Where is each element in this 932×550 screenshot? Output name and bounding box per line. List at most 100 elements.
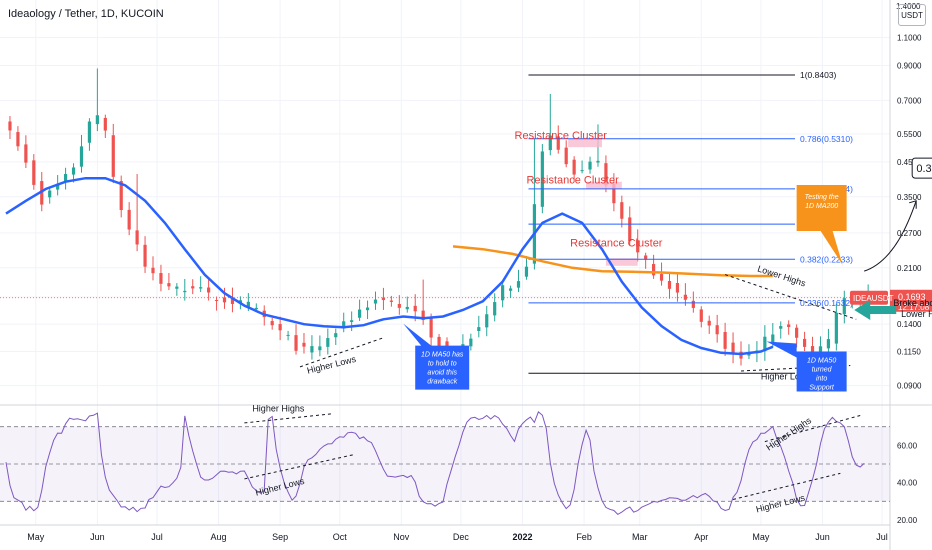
candle xyxy=(230,287,235,313)
candle-body xyxy=(56,183,60,190)
candle-body xyxy=(222,297,227,303)
candle xyxy=(540,144,544,214)
target-box xyxy=(911,157,932,179)
fib-label: 0.382(0.2233) xyxy=(800,254,853,264)
rsi-line xyxy=(5,411,865,516)
candle-body xyxy=(572,159,576,175)
projection-arrow xyxy=(864,200,917,272)
candle-body xyxy=(699,309,703,322)
candle-body xyxy=(683,294,687,300)
chart-title: Ideaology / Tether, 1D, KUCOIN xyxy=(8,8,164,20)
candle-body xyxy=(310,346,314,353)
x-tick-label: Jun xyxy=(815,532,830,542)
candle-body xyxy=(135,230,139,245)
candle-body xyxy=(294,335,298,351)
candle-body xyxy=(604,163,608,186)
last-price-tag xyxy=(890,289,932,312)
candle-body xyxy=(469,338,473,347)
candle-body xyxy=(731,342,735,354)
candle xyxy=(524,255,529,280)
symbol-tag xyxy=(850,290,888,305)
candle xyxy=(143,236,147,273)
rsi-label-higher-highs-1: Higher Highs xyxy=(252,404,305,414)
y-tick-label: 0.5500 xyxy=(897,130,922,139)
candle xyxy=(723,322,727,356)
candle xyxy=(763,325,767,361)
y-tick-label: 1.4000 xyxy=(896,2,921,11)
candle-body xyxy=(787,324,791,328)
candle xyxy=(183,278,187,301)
candle-body xyxy=(508,288,513,291)
candle-body xyxy=(167,283,171,287)
candle xyxy=(214,296,219,311)
candle xyxy=(199,276,203,293)
candle xyxy=(683,283,687,306)
ma200-callout-text: Testing the 1D MA200 xyxy=(805,194,839,210)
candle-body xyxy=(159,273,163,284)
candle xyxy=(167,273,171,291)
candle xyxy=(715,314,719,343)
candle xyxy=(588,156,592,174)
rsi-trend-hh-1 xyxy=(244,413,334,424)
y-tick-label: 0.3500 xyxy=(897,193,922,202)
last-price-label: 0.1693 xyxy=(898,292,926,302)
candle xyxy=(342,312,346,333)
candle xyxy=(397,295,401,315)
candle xyxy=(691,291,695,313)
candle xyxy=(477,315,481,338)
candle-body xyxy=(119,181,123,211)
candle xyxy=(32,154,36,190)
rsi-tick-label: 60.00 xyxy=(897,441,918,450)
rsi-trend-hl-1 xyxy=(244,454,354,480)
y-tick-label: 1.1000 xyxy=(897,34,922,43)
rsi-trend-hl-2 xyxy=(732,472,841,500)
candle xyxy=(358,299,362,321)
candle-body xyxy=(32,160,36,185)
trendline-lower-highs xyxy=(724,274,857,320)
candle-body xyxy=(675,283,680,293)
x-tick-label: Sep xyxy=(272,532,288,542)
target-label: 0.3500 xyxy=(916,163,932,175)
ma200-callout-bubble xyxy=(796,184,847,265)
ma50-callout-2-text: 1D MA50 turned into Support xyxy=(807,358,836,392)
candle xyxy=(270,317,274,330)
candle xyxy=(493,293,497,322)
candle xyxy=(707,315,711,334)
candle xyxy=(469,333,473,351)
broke-above-label: Broke above theLower Highs xyxy=(893,298,932,319)
candle xyxy=(111,123,115,184)
candle-body xyxy=(580,170,584,172)
candle xyxy=(516,269,521,293)
candle xyxy=(63,167,68,190)
y-tick-label: 0.7000 xyxy=(897,96,922,105)
y-tick-label: 0.2700 xyxy=(897,229,922,238)
candle xyxy=(222,287,227,309)
candle-body xyxy=(286,334,290,336)
candle xyxy=(405,296,409,313)
currency-button[interactable]: USDT xyxy=(898,4,926,26)
fib-label: 1(0.8403) xyxy=(800,70,837,80)
candle xyxy=(79,134,84,173)
candle xyxy=(48,186,52,204)
y-tick-label: 0.4500 xyxy=(897,158,922,167)
candle-body xyxy=(278,324,282,331)
candle-body xyxy=(826,339,831,349)
candle xyxy=(802,331,807,352)
candle xyxy=(302,332,306,354)
y-tick-label: 0.2100 xyxy=(897,264,922,273)
candle-body xyxy=(246,301,250,308)
candle-body xyxy=(397,303,401,308)
candle xyxy=(326,328,330,355)
candle-body xyxy=(667,280,672,289)
candle-body xyxy=(389,300,393,302)
candle-body xyxy=(334,333,338,338)
label-resistance: Resistance Cluster xyxy=(515,130,608,142)
candle-body xyxy=(477,327,481,331)
x-tick-label: Jul xyxy=(876,532,888,542)
candle-body xyxy=(437,336,441,349)
candle-body xyxy=(373,299,378,304)
candle xyxy=(334,328,338,345)
candle xyxy=(8,116,12,139)
